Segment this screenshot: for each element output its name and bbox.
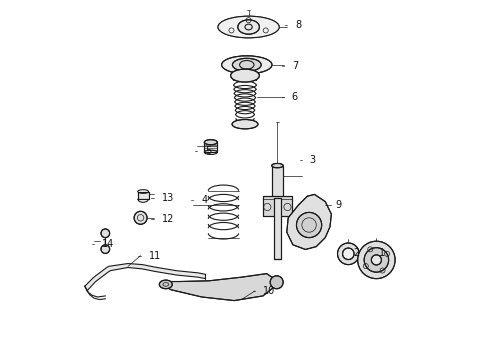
Text: 5: 5 bbox=[205, 146, 212, 156]
Text: 1: 1 bbox=[379, 248, 386, 258]
Text: 2: 2 bbox=[353, 248, 359, 258]
Polygon shape bbox=[271, 166, 283, 198]
Text: 7: 7 bbox=[292, 60, 298, 71]
Text: 8: 8 bbox=[295, 20, 301, 30]
Ellipse shape bbox=[204, 140, 217, 145]
Text: 9: 9 bbox=[335, 200, 341, 210]
Circle shape bbox=[371, 255, 381, 265]
Text: 12: 12 bbox=[162, 213, 174, 224]
Circle shape bbox=[101, 229, 110, 238]
Polygon shape bbox=[263, 196, 292, 216]
Text: 6: 6 bbox=[292, 92, 298, 102]
Circle shape bbox=[364, 248, 389, 272]
Ellipse shape bbox=[221, 56, 272, 74]
Polygon shape bbox=[274, 198, 281, 259]
Polygon shape bbox=[287, 194, 331, 249]
Polygon shape bbox=[85, 264, 205, 291]
Ellipse shape bbox=[159, 280, 172, 289]
Ellipse shape bbox=[231, 69, 259, 82]
Circle shape bbox=[343, 248, 354, 260]
Ellipse shape bbox=[218, 16, 279, 38]
Text: 4: 4 bbox=[201, 195, 207, 205]
Circle shape bbox=[358, 241, 395, 279]
Text: 14: 14 bbox=[102, 239, 114, 249]
Circle shape bbox=[296, 212, 321, 238]
Circle shape bbox=[134, 211, 147, 224]
Ellipse shape bbox=[232, 58, 261, 71]
Circle shape bbox=[338, 243, 359, 265]
Ellipse shape bbox=[232, 120, 258, 129]
Text: 10: 10 bbox=[263, 286, 275, 296]
Text: 13: 13 bbox=[162, 193, 174, 203]
Polygon shape bbox=[204, 142, 217, 152]
Polygon shape bbox=[164, 274, 277, 301]
Polygon shape bbox=[138, 192, 148, 199]
Text: 11: 11 bbox=[148, 251, 161, 261]
Text: 3: 3 bbox=[310, 155, 316, 165]
Ellipse shape bbox=[238, 20, 259, 34]
Ellipse shape bbox=[271, 163, 283, 168]
Circle shape bbox=[101, 245, 110, 253]
Circle shape bbox=[270, 276, 283, 289]
